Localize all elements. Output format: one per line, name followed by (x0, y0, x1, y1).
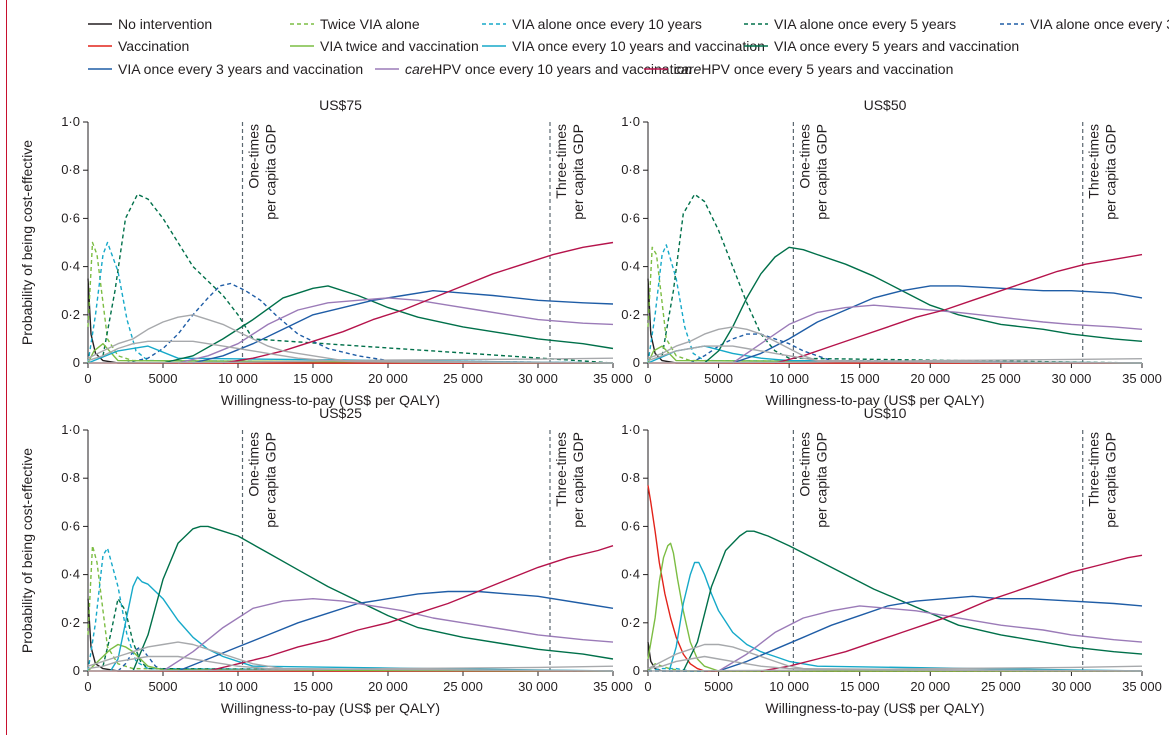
legend-label: Vaccination (118, 38, 189, 54)
legend-label: Twice VIA alone (320, 16, 420, 32)
legend-item-twice-via-alone: Twice VIA alone (290, 16, 420, 32)
legend-item-via-alone-once-every-10-years: VIA alone once every 10 years (482, 16, 702, 32)
legend-item-via-twice-and-vaccination: VIA twice and vaccination (290, 38, 479, 54)
legend-label: VIA alone once every 3 years (1030, 16, 1169, 32)
legend-item-carehpv-once-every-5-years-and-vaccination: careHPV once every 5 years and vaccinati… (644, 61, 953, 77)
legend-item-vaccination: Vaccination (88, 38, 189, 54)
legend-item-via-once-every-3-years-and-vaccination: VIA once every 3 years and vaccination (88, 61, 363, 77)
legend-item-via-alone-once-every-3-years: VIA alone once every 3 years (1000, 16, 1169, 32)
chart-legend: No intervention Twice VIA alone VIA alone … (88, 16, 1169, 77)
legend-label: VIA twice and vaccination (320, 38, 479, 54)
legend-item-via-once-every-5-years-and-vaccination: VIA once every 5 years and vaccination (744, 38, 1019, 54)
legend-item-via-once-every-10-years-and-vaccination: VIA once every 10 years and vaccination (482, 38, 765, 54)
legend-label: VIA once every 3 years and vaccination (118, 61, 363, 77)
legend-item-carehpv-once-every-10-years-and-vaccination: careHPV once every 10 years and vaccinat… (375, 61, 692, 77)
legend-item-via-alone-once-every-5-years: VIA alone once every 5 years (744, 16, 956, 32)
legend-item-no-intervention: No intervention (88, 16, 212, 32)
legend-label: careHPV once every 10 years and vaccinat… (405, 61, 692, 77)
legend-label: VIA alone once every 5 years (774, 16, 956, 32)
legend-label: No intervention (118, 16, 212, 32)
figure-left-rule (6, 0, 7, 735)
legend-label: VIA once every 10 years and vaccination (512, 38, 765, 54)
legend-label: VIA once every 5 years and vaccination (774, 38, 1019, 54)
legend-label: VIA alone once every 10 years (512, 16, 702, 32)
legend-label: careHPV once every 5 years and vaccinati… (674, 61, 953, 77)
